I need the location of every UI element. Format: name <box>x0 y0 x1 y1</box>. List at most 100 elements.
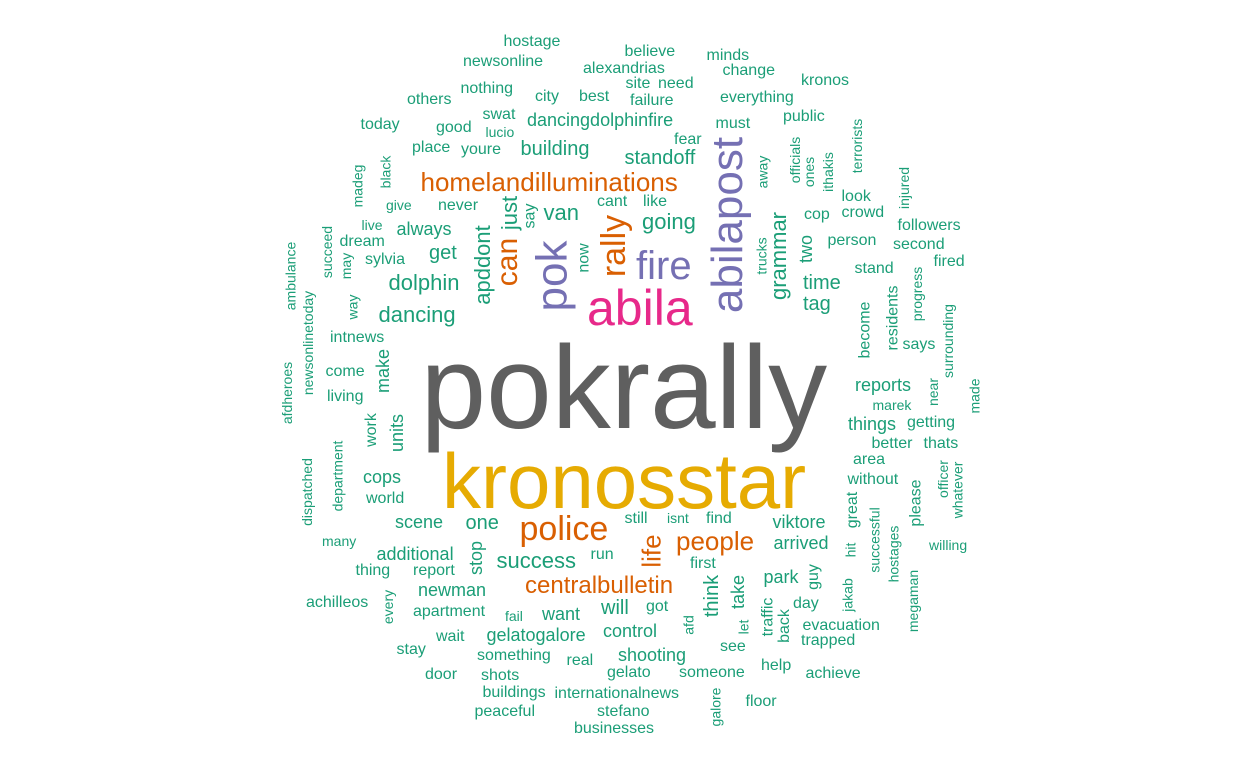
word-progress: progress <box>909 266 926 322</box>
word-officials: officials <box>787 136 804 184</box>
word-peaceful: peaceful <box>474 703 536 720</box>
word-thing: thing <box>355 562 391 579</box>
word-evacuation: evacuation <box>802 617 880 634</box>
word-every: every <box>380 589 397 625</box>
word-building: building <box>520 138 590 160</box>
word-may: may <box>338 252 355 280</box>
word-scene: scene <box>395 512 444 532</box>
word-lucio: lucio <box>485 124 515 140</box>
word-city: city <box>535 88 559 105</box>
word-near: near <box>925 377 942 407</box>
word-cops: cops <box>363 467 402 487</box>
word-thats: thats <box>923 435 959 452</box>
word-gelatogalore: gelatogalore <box>486 625 586 645</box>
word-day: day <box>793 595 819 612</box>
word-run: run <box>590 546 614 563</box>
word-floor: floor <box>745 693 777 710</box>
word-youre: youre <box>461 141 502 158</box>
word-always: always <box>396 219 452 239</box>
word-reports: reports <box>855 375 912 395</box>
word-will: will <box>601 597 629 619</box>
word-without: without <box>847 471 899 488</box>
word-afd: afd <box>680 615 697 635</box>
word-real: real <box>566 652 594 669</box>
word-businesses: businesses <box>574 720 655 737</box>
word-internationalnews: internationalnews <box>554 685 680 702</box>
word-police: police <box>519 510 609 548</box>
word-units: units <box>387 413 408 453</box>
word-now: now <box>575 243 593 273</box>
word-fire: fire <box>636 244 692 288</box>
word-madeg: madeg <box>348 164 365 208</box>
word-something: something <box>477 647 551 664</box>
word-ithakis: ithakis <box>819 152 836 192</box>
word-just: just <box>497 195 523 231</box>
word-need: need <box>658 75 694 92</box>
word-must: must <box>715 115 751 132</box>
word-ambulance: ambulance <box>281 241 298 311</box>
word-please: please <box>907 479 925 527</box>
word-door: door <box>425 666 458 683</box>
word-stand: stand <box>854 260 894 277</box>
word-viktore: viktore <box>772 512 826 532</box>
word-two: two <box>796 234 817 264</box>
word-successful: successful <box>866 507 883 573</box>
word-hostages: hostages <box>884 525 901 583</box>
word-achieve: achieve <box>805 665 861 682</box>
word-living: living <box>327 388 364 405</box>
word-guy: guy <box>804 564 822 590</box>
word-intnews: intnews <box>330 329 385 346</box>
word-sylvia: sylvia <box>365 251 406 268</box>
word-injured: injured <box>896 166 913 210</box>
word-black: black <box>376 155 393 189</box>
word-gelato: gelato <box>607 664 651 681</box>
word-success: success <box>496 548 576 573</box>
word-stefano: stefano <box>597 703 650 720</box>
word-dispatched: dispatched <box>298 458 315 526</box>
word-abilapost: abilapost <box>703 136 753 314</box>
word-fear: fear <box>674 131 702 148</box>
word-change: change <box>722 62 776 79</box>
word-area: area <box>853 451 886 468</box>
word-everything: everything <box>720 89 794 106</box>
word-going: going <box>642 209 696 234</box>
word-newsonline: newsonline <box>463 53 544 70</box>
word-find: find <box>706 510 732 527</box>
word-terrorists: terrorists <box>849 118 866 174</box>
word-afdheroes: afdheroes <box>279 361 296 425</box>
word-work: work <box>362 413 380 447</box>
word-arrived: arrived <box>773 533 829 553</box>
word-people: people <box>676 526 755 556</box>
word-look: look <box>841 188 871 205</box>
word-pok: pok <box>526 240 576 312</box>
word-second: second <box>893 236 945 253</box>
word-life: life <box>636 534 667 568</box>
word-says: says <box>902 336 936 353</box>
word-better: better <box>871 435 913 452</box>
word-way: way <box>343 294 360 320</box>
word-take: take <box>728 574 749 610</box>
word-swat: swat <box>482 106 516 123</box>
word-first: first <box>690 555 716 572</box>
word-apddont: apddont <box>469 225 495 305</box>
word-never: never <box>438 197 479 214</box>
word-residents: residents <box>883 285 901 351</box>
word-make: make <box>373 348 394 394</box>
word-trucks: trucks <box>753 237 770 275</box>
word-jakab: jakab <box>839 578 856 612</box>
word-hostage: hostage <box>503 33 561 50</box>
word-fail: fail <box>505 608 523 624</box>
word-things: things <box>848 414 897 434</box>
word-additional: additional <box>376 544 454 564</box>
word-like: like <box>643 193 668 210</box>
word-let: let <box>734 619 751 635</box>
word-today: today <box>360 116 400 133</box>
word-time: time <box>803 272 841 294</box>
word-marek: marek <box>872 397 912 413</box>
word-alexandrias: alexandrias <box>583 60 665 77</box>
word-apartment: apartment <box>413 603 486 620</box>
word-galore: galore <box>706 687 723 727</box>
word-tag: tag <box>803 293 831 315</box>
word-getting: getting <box>907 414 956 431</box>
